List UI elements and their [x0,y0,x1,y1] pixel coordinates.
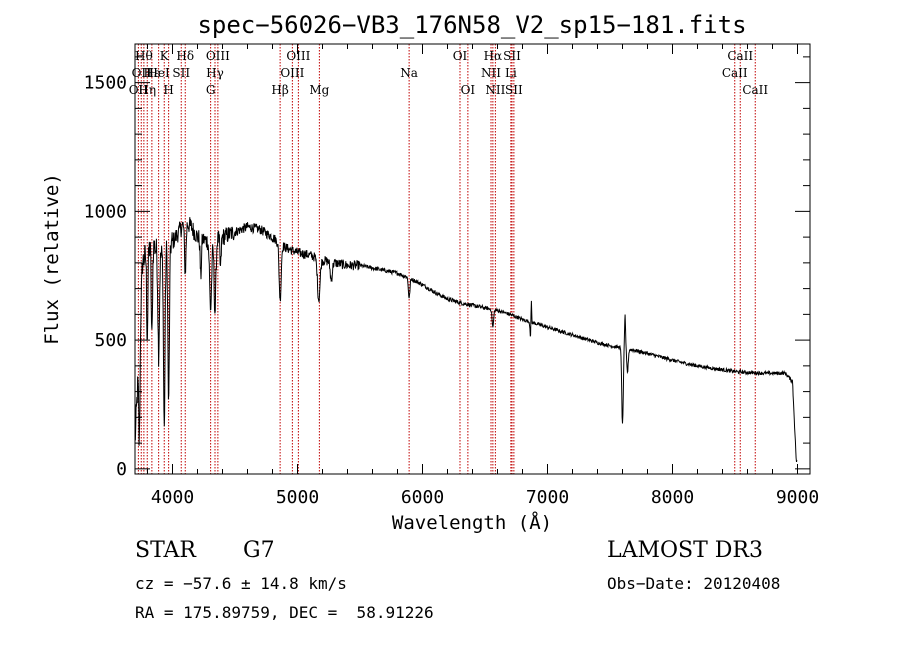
y-tick-label: 500 [94,330,127,351]
y-tick-label: 0 [116,459,127,480]
x-tick-label: 4000 [151,487,194,508]
line-marker-label-26: CaII [722,66,748,80]
x-tick-label: 5000 [276,487,319,508]
line-marker-label-2: Hθ [135,49,153,63]
line-marker-label-27: CaII [727,49,753,63]
line-marker-label-8: SII [172,66,190,80]
line-marker-label-18: OI [453,49,468,63]
coordinates: RA = 175.89759, DEC = 58.91226 [135,603,434,622]
spectrum-line [134,217,798,463]
plot-frame [134,43,811,475]
line-marker-label-5: HeI [147,66,170,80]
line-marker-label-7: H [163,83,173,97]
line-marker-label-13: Hβ [271,83,288,97]
survey-name: LAMOST DR3 [607,538,763,563]
line-marker-label-10: G [206,83,216,97]
line-marker-label-4: Hε [144,66,161,80]
y-tick-label: 1500 [84,73,127,94]
line-marker-label-21: Hα [484,49,503,63]
line-marker-label-24: SII [503,49,521,63]
x-tick-label: 7000 [526,487,569,508]
obs-date: Obs−Date: 20120408 [607,574,781,593]
object-class: STAR [135,538,196,563]
line-marker-label-17: Na [400,66,418,80]
x-axis-ticks: 4000 5000 6000 7000 8000 9000 [147,44,819,508]
line-marker-label-11: Hγ [206,66,224,80]
object-subclass: G7 [243,538,275,563]
y-tick-label: 1000 [84,201,127,222]
x-tick-label: 8000 [651,487,694,508]
line-marker-label-28: CaII [742,83,768,97]
line-marker-label-23: Li [505,66,517,80]
x-tick-label: 9000 [776,487,819,508]
line-marker-label-6: K [160,49,170,63]
line-marker-label-3: Hη [138,83,156,97]
line-marker-label-0: OII [129,83,149,97]
line-marker-label-9: Hδ [176,49,194,63]
line-marker-label-25: SII [505,83,523,97]
line-markers [137,44,756,474]
chart-title: spec−56026−VB3_176N58_V2_sp15−181.fits [197,11,746,39]
x-axis-label: Wavelength (Å) [392,511,552,534]
line-marker-label-20: NII [481,66,501,80]
line-marker-label-1: OII [132,66,152,80]
y-axis-ticks: 0 500 1000 1500 [84,56,810,480]
line-marker-label-22: NII [485,83,505,97]
line-marker-label-16: Mg [309,83,329,97]
line-marker-label-14: OIII [280,66,304,80]
x-tick-label: 6000 [401,487,444,508]
line-marker-label-19: OI [461,83,476,97]
redshift-text: cz = −57.6 ± 14.8 km/s [135,574,347,593]
y-axis-label: Flux (relative) [41,173,63,345]
line-marker-label-15: OIII [286,49,310,63]
line-marker-label-12: OIII [206,49,230,63]
